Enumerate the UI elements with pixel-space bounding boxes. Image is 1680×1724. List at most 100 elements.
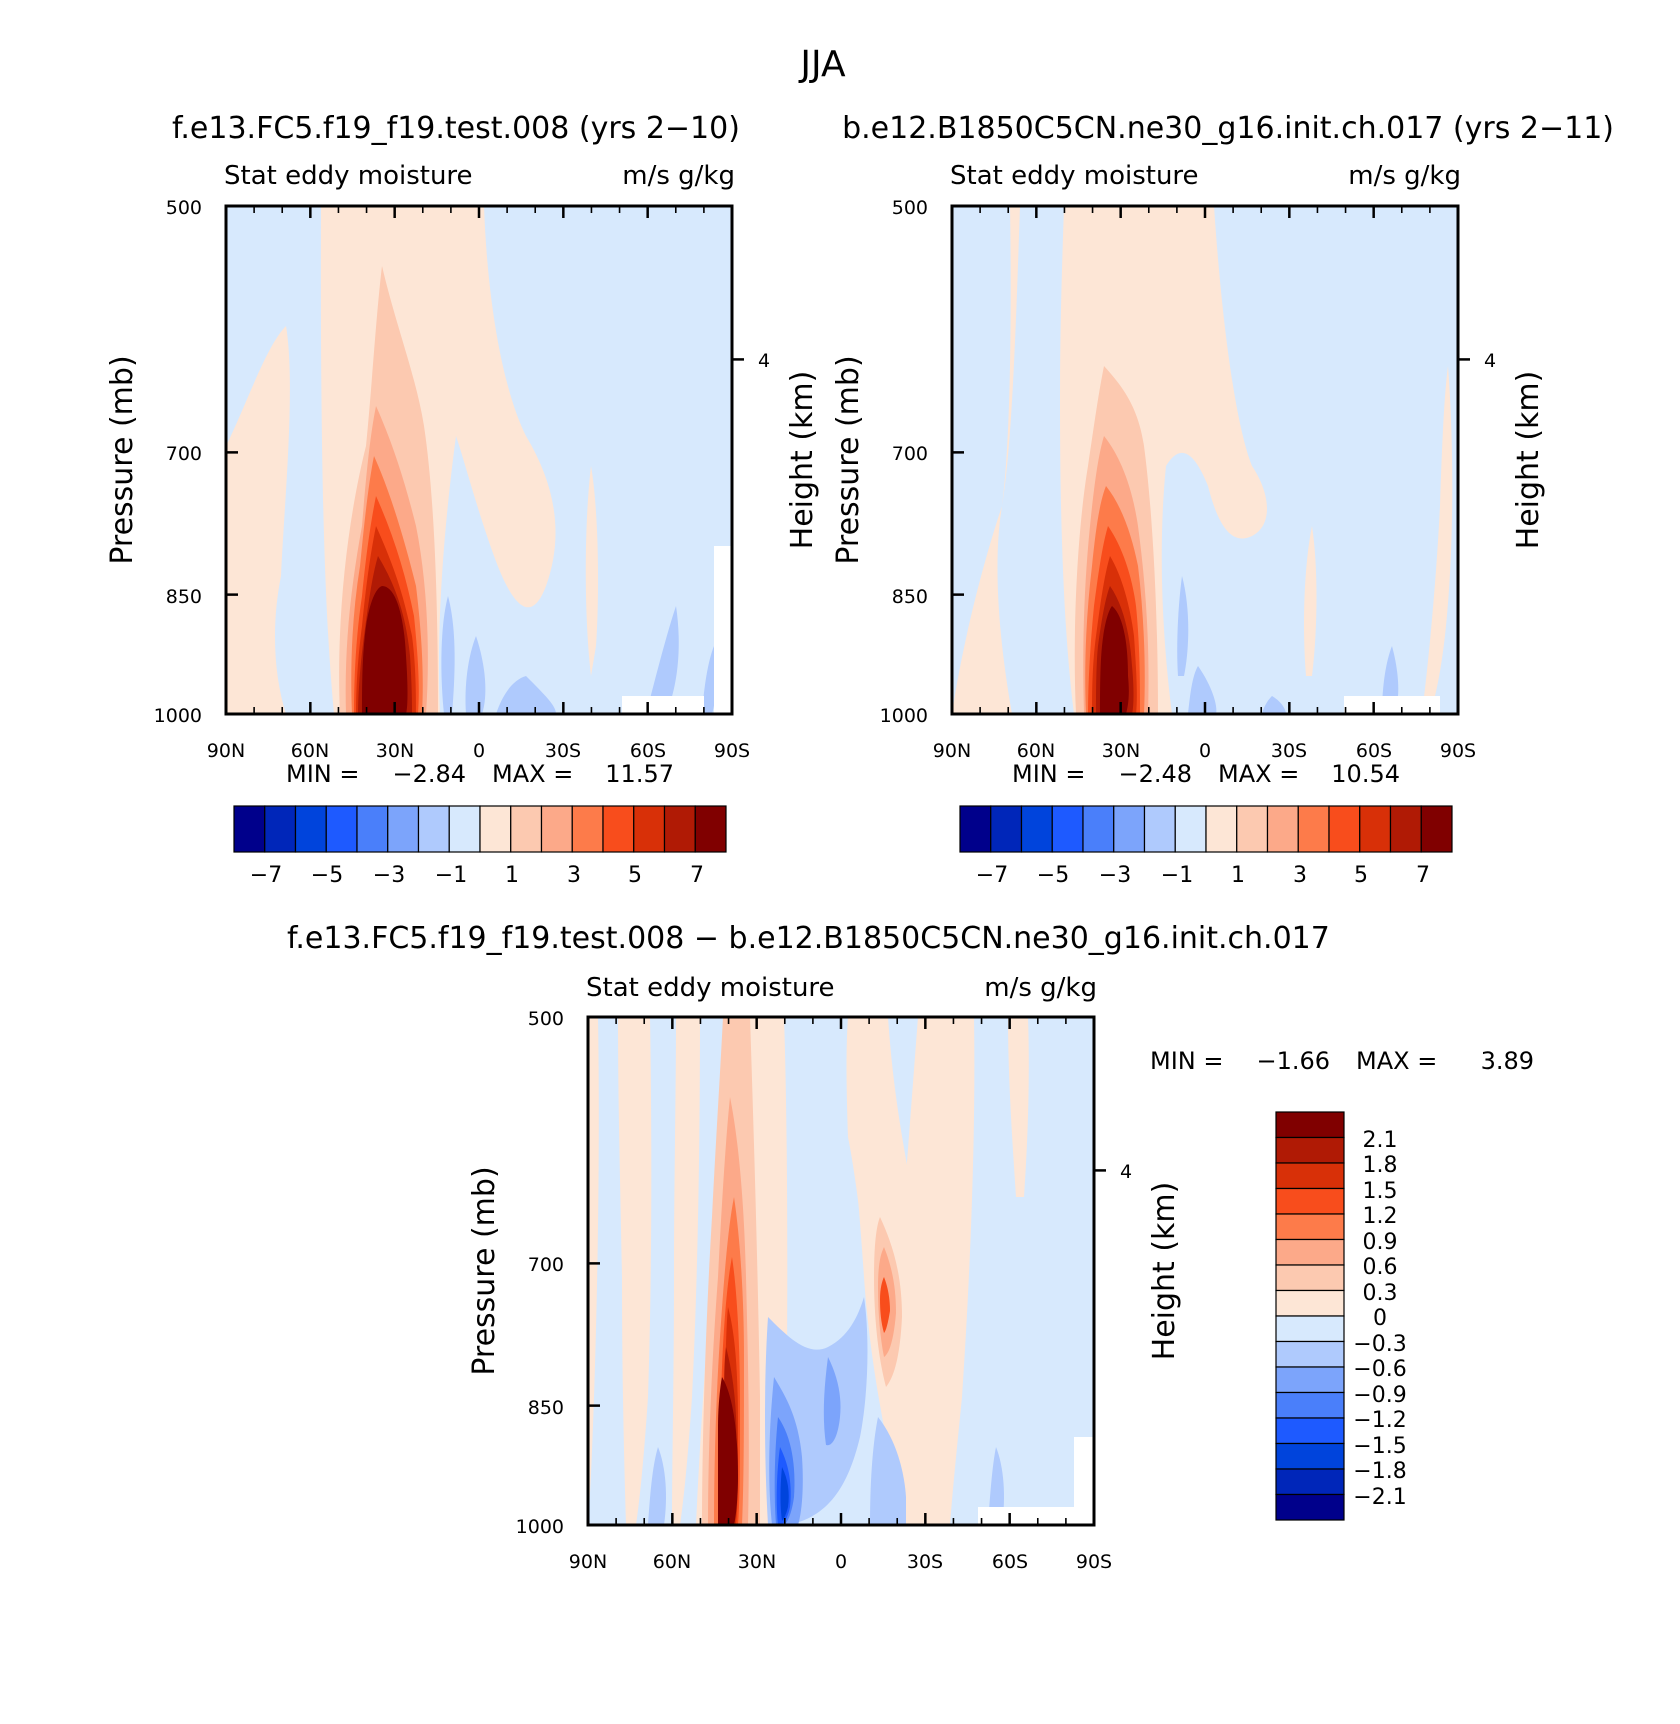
colorbar-swatch <box>1051 805 1084 853</box>
colorbar-swatch <box>1420 805 1453 853</box>
contour-band-neg <box>1188 666 1217 714</box>
panel-control-plot <box>950 204 1460 716</box>
contour-band-neg <box>988 1447 1004 1525</box>
colorbar-label: 5 <box>1354 863 1368 888</box>
colorbar-swatch <box>479 805 512 853</box>
colorbar-swatch <box>1275 1391 1345 1419</box>
x-tick-label: 90S <box>1076 1551 1112 1573</box>
y2-axis-title: Height (km) <box>1147 1182 1182 1361</box>
contour-band-neg <box>441 596 455 714</box>
colorbar-swatch <box>1275 1136 1345 1164</box>
x-tick-label: 0 <box>835 1551 847 1573</box>
y-tick-label: 500 <box>528 1008 564 1030</box>
axis-ticks <box>586 1015 1106 1527</box>
min-value: −1.66 <box>1256 1047 1330 1075</box>
x-tick-label: 30S <box>1271 740 1307 762</box>
y-tick-label: 1000 <box>516 1516 564 1538</box>
colorbar-swatch <box>264 805 297 853</box>
x-tick-label: 90S <box>714 740 750 762</box>
panel-difference-case-title: f.e13.FC5.f19_f19.test.008 − b.e12.B1850… <box>287 921 1330 956</box>
colorbar-label: 1.5 <box>1363 1179 1398 1204</box>
contour-band-neg <box>823 1357 841 1446</box>
colorbar-swatch <box>356 805 389 853</box>
colorbar-label: 7 <box>1416 863 1430 888</box>
colorbar-swatch <box>417 805 450 853</box>
contour-band-neg <box>780 1467 789 1521</box>
colorbar-swatch <box>294 805 327 853</box>
contour-band-pos <box>952 206 1020 714</box>
contour-band-pos <box>880 1017 975 1525</box>
contour-band-neg <box>702 646 717 714</box>
colorbar-swatch <box>1359 805 1392 853</box>
min-label: MIN = <box>1012 760 1085 788</box>
panel-control-right-label: m/s g/kg <box>1348 161 1461 191</box>
contour-band-pos <box>226 326 290 714</box>
colorbar-swatch <box>1113 805 1146 853</box>
panel-difference-plot <box>586 1015 1096 1527</box>
x-tick-label: 0 <box>473 740 485 762</box>
colorbar: 2.1 1.8 1.5 1.2 0.9 0.6 0.3 0 −0.3 −0.6 … <box>1275 1111 1407 1521</box>
colorbar-label: 0.6 <box>1363 1255 1398 1280</box>
contour-band-neg <box>648 1447 666 1525</box>
y2-tick-label: 4 <box>1120 1161 1132 1183</box>
x-tick-label: 60S <box>630 740 666 762</box>
y-tick-label: 850 <box>528 1397 564 1419</box>
contour-fields <box>952 206 1458 714</box>
contour-band-pos <box>672 1017 700 1525</box>
panel-model-case-title: f.e13.FC5.f19_f19.test.008 (yrs 2−10) <box>172 111 740 146</box>
contour-fields <box>226 206 732 714</box>
colorbar-swatch <box>1275 1238 1345 1266</box>
colorbar-swatch <box>1297 805 1330 853</box>
x-tick-label: 90N <box>207 740 245 762</box>
panel-control-left-label: Stat eddy moisture <box>950 161 1199 191</box>
max-value: 3.89 <box>1481 1047 1534 1075</box>
colorbar-swatch <box>990 805 1023 853</box>
y-axis-title: Pressure (mb) <box>831 355 866 564</box>
y2-tick-label: 4 <box>758 350 770 372</box>
colorbar-swatch <box>1275 1264 1345 1292</box>
contour-band-neg <box>465 636 486 714</box>
missing-data-area <box>1074 1437 1094 1525</box>
colorbar-swatch <box>694 805 727 853</box>
colorbar-label: −0.3 <box>1353 1332 1406 1357</box>
contour-band-pos <box>362 586 408 714</box>
colorbar-label: 3 <box>1293 863 1307 888</box>
y-tick-label: 500 <box>892 197 928 219</box>
colorbar-swatch <box>1020 805 1053 853</box>
colorbar-label: −0.6 <box>1353 1357 1406 1382</box>
max-label: MAX = <box>1356 1047 1437 1075</box>
x-tick-label: 0 <box>1199 740 1211 762</box>
axis-ticks <box>950 204 1470 716</box>
x-tick-label: 30N <box>376 740 414 762</box>
contour-band-neg <box>496 676 556 714</box>
x-tick-label: 30N <box>738 1551 776 1573</box>
contour-band-pos <box>585 466 599 676</box>
colorbar: −7 −5 −3 −1 1 3 5 7 <box>959 805 1453 888</box>
x-tick-label: 60N <box>291 740 329 762</box>
y-tick-label: 1000 <box>154 705 202 727</box>
colorbar-swatch <box>1389 805 1422 853</box>
contour-band-pos <box>1008 1017 1029 1197</box>
colorbar-label: −1.5 <box>1353 1434 1406 1459</box>
min-label: MIN = <box>1150 1047 1223 1075</box>
y-tick-label: 500 <box>166 197 202 219</box>
panel-model: f.e13.FC5.f19_f19.test.008 (yrs 2−10) St… <box>105 111 820 888</box>
panel-difference-x-axis: 90N 60N 30N 0 30S 60S 90S <box>569 1551 1112 1573</box>
x-tick-label: 90N <box>569 1551 607 1573</box>
y-tick-label: 700 <box>528 1254 564 1276</box>
colorbar-swatch <box>1082 805 1115 853</box>
colorbar-labels: −7 −5 −3 −1 1 3 5 7 <box>250 863 704 888</box>
colorbar-swatch <box>387 805 420 853</box>
colorbar-swatch <box>1174 805 1207 853</box>
colorbar-swatch <box>663 805 696 853</box>
colorbar-swatch <box>633 805 666 853</box>
missing-data-area <box>714 546 732 714</box>
y-axis-title: Pressure (mb) <box>467 1166 502 1375</box>
colorbar-swatch <box>1275 1162 1345 1190</box>
x-tick-label: 60N <box>653 1551 691 1573</box>
colorbar-swatch <box>1205 805 1238 853</box>
colorbar-swatch <box>1275 1315 1345 1343</box>
colorbar-swatch <box>1275 1468 1345 1496</box>
colorbar-label: 0 <box>1373 1306 1387 1331</box>
